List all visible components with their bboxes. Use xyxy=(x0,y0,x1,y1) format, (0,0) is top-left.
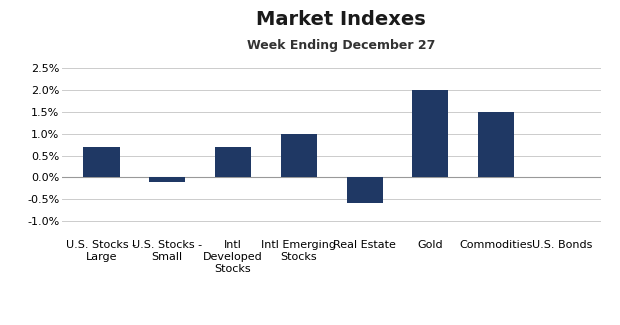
Bar xyxy=(83,147,120,177)
Bar xyxy=(149,177,185,182)
Bar xyxy=(478,112,514,177)
Bar xyxy=(281,134,317,177)
Text: Market Indexes: Market Indexes xyxy=(256,10,426,29)
Text: Week Ending December 27: Week Ending December 27 xyxy=(247,39,435,52)
Bar xyxy=(347,177,383,203)
Bar xyxy=(215,147,251,177)
Bar xyxy=(412,90,448,177)
